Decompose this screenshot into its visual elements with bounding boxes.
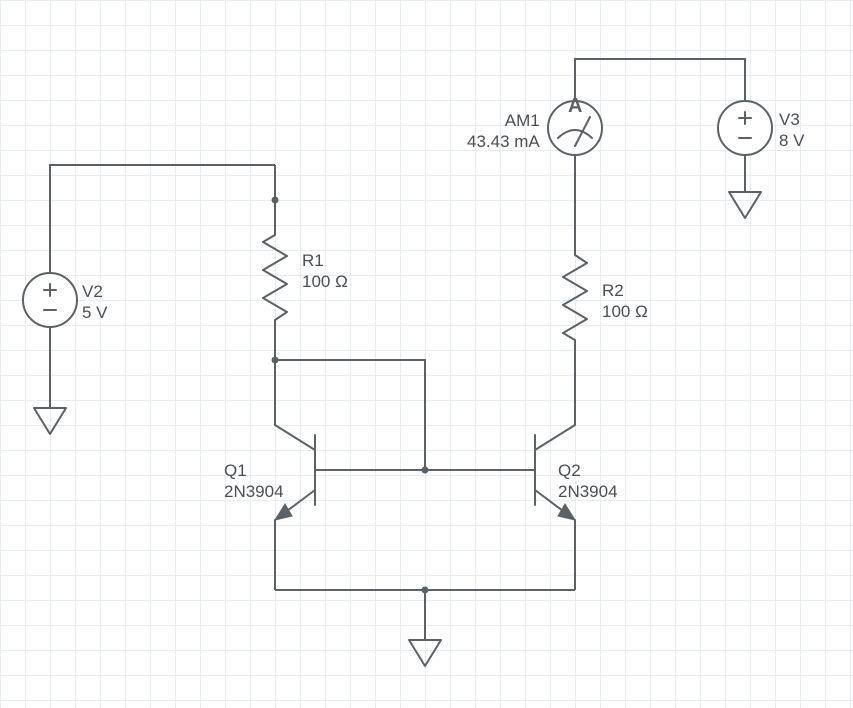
v2-label: V2 5 V bbox=[82, 281, 108, 324]
r1-value: 100 Ω bbox=[302, 272, 348, 291]
q1-ref: Q1 bbox=[224, 461, 247, 480]
q2-model: 2N3904 bbox=[558, 482, 618, 501]
v3-value: 8 V bbox=[779, 131, 805, 150]
am1-reading: 43.43 mA bbox=[467, 132, 540, 151]
r1-label: R1 100 Ω bbox=[302, 250, 348, 293]
q2-ref: Q2 bbox=[558, 461, 581, 480]
q1-model: 2N3904 bbox=[224, 482, 284, 501]
ammeter-icon-letter: A bbox=[568, 94, 582, 119]
am1-letter: A bbox=[568, 95, 582, 117]
v2-ref: V2 bbox=[82, 282, 103, 301]
am1-ref: AM1 bbox=[505, 111, 540, 130]
r2-label: R2 100 Ω bbox=[602, 280, 648, 323]
v3-label: V3 8 V bbox=[779, 109, 805, 152]
v3-ref: V3 bbox=[779, 110, 800, 129]
r2-value: 100 Ω bbox=[602, 302, 648, 321]
v2-value: 5 V bbox=[82, 303, 108, 322]
r1-ref: R1 bbox=[302, 251, 324, 270]
q2-label: Q2 2N3904 bbox=[558, 460, 618, 503]
q1-label: Q1 2N3904 bbox=[224, 460, 284, 503]
r2-ref: R2 bbox=[602, 281, 624, 300]
am1-label: AM1 43.43 mA bbox=[467, 110, 540, 153]
